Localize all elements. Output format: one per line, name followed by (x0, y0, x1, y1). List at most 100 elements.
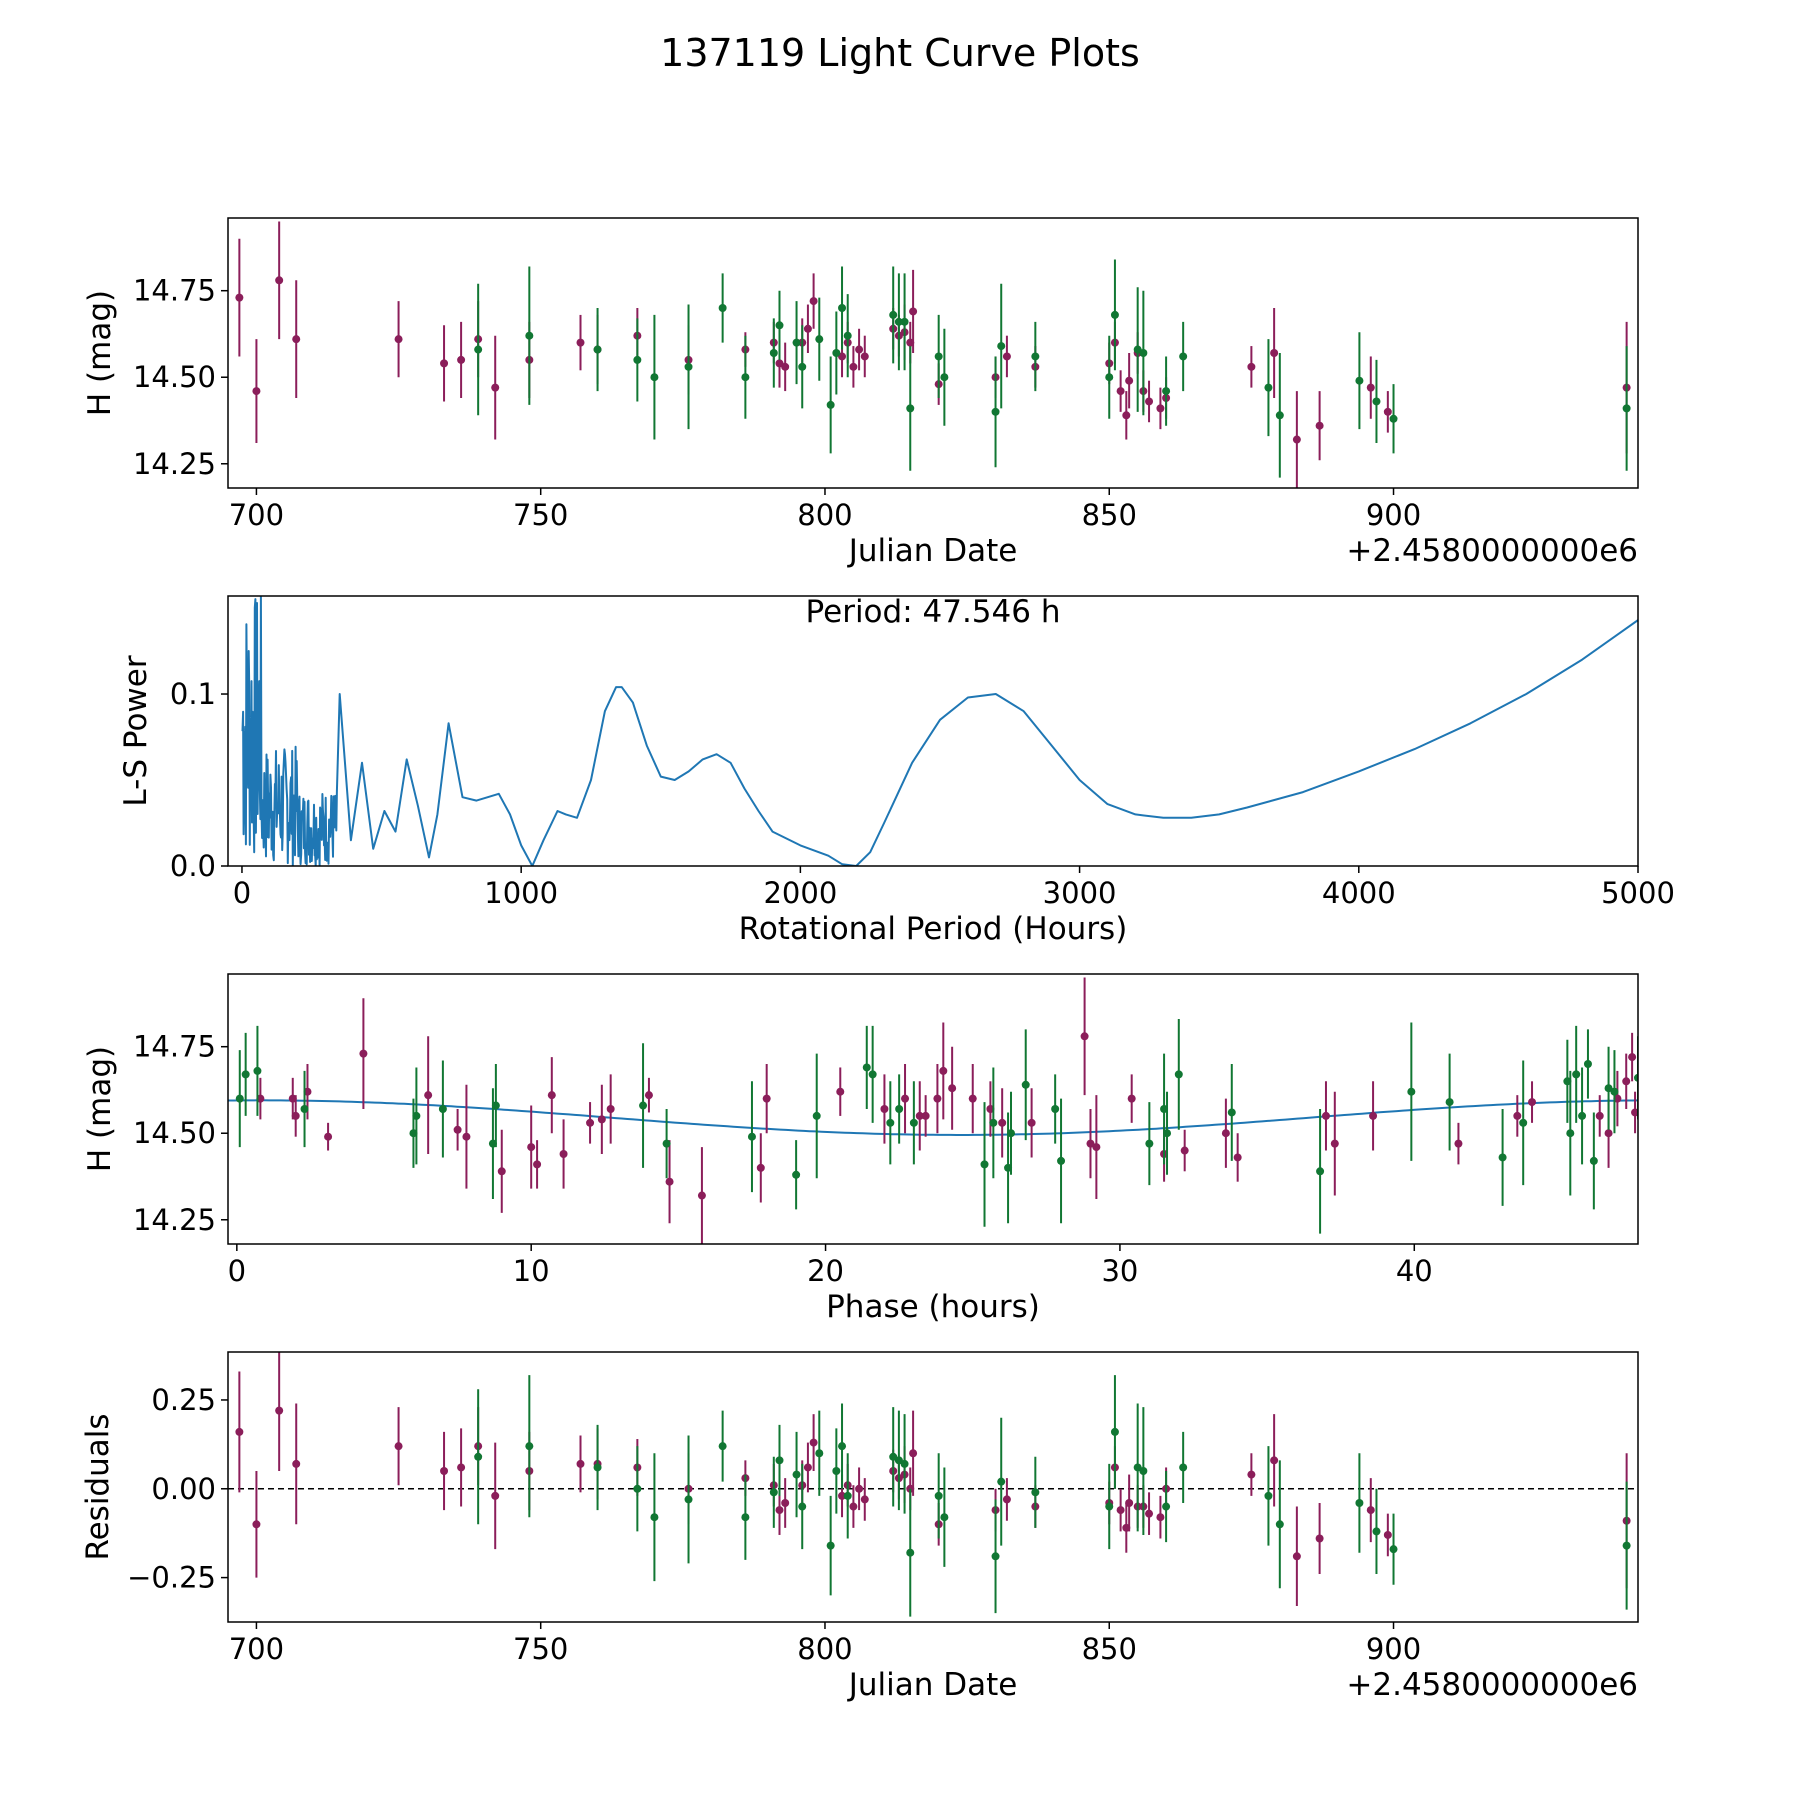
y-tick-label: 14.25 (133, 447, 216, 481)
x-tick-label: 40 (1396, 1254, 1433, 1288)
data-point (781, 362, 790, 371)
data-point (1366, 1506, 1375, 1515)
data-point (547, 1091, 556, 1100)
data-point (1315, 1534, 1324, 1543)
data-point (741, 1513, 750, 1522)
data-point (1002, 352, 1011, 361)
data-point (901, 1094, 910, 1103)
data-point (1116, 387, 1125, 396)
data-point (1321, 1111, 1330, 1120)
data-point (650, 1513, 659, 1522)
data-point (1247, 1470, 1256, 1479)
data-point (1021, 1080, 1030, 1089)
data-point (997, 342, 1006, 351)
x-tick-label: 20 (807, 1254, 844, 1288)
data-point (889, 310, 898, 319)
data-point (1634, 1073, 1638, 1082)
data-point (662, 1139, 671, 1148)
data-point (838, 1442, 847, 1451)
data-point (462, 1132, 471, 1141)
data-point (644, 1091, 653, 1100)
data-point (440, 359, 449, 368)
data-point (718, 304, 727, 312)
data-point (933, 1094, 942, 1103)
data-point (1372, 397, 1381, 406)
data-point (909, 307, 918, 316)
data-point (1247, 362, 1256, 371)
data-point (665, 1177, 674, 1186)
axes-frame (227, 217, 1639, 489)
data-point (457, 1463, 466, 1472)
data-point (1383, 1530, 1392, 1539)
data-point (1589, 1156, 1598, 1165)
plot-area-lightcurve (235, 221, 1631, 488)
plot-area-phase (228, 977, 1638, 1244)
data-point (1366, 383, 1375, 392)
data-point (1027, 1118, 1036, 1127)
data-point (1330, 1139, 1339, 1148)
data-point (1566, 1129, 1575, 1138)
data-point (533, 1160, 542, 1169)
data-point (1389, 1545, 1398, 1554)
data-point (1227, 1108, 1236, 1117)
data-point (940, 1513, 949, 1522)
data-point (1498, 1153, 1507, 1162)
data-point (491, 1101, 500, 1110)
data-point (826, 400, 835, 409)
y-tick-label: 14.75 (133, 274, 216, 308)
data-point (453, 1125, 462, 1134)
data-point (424, 1091, 433, 1100)
data-point (252, 1520, 261, 1529)
x-axis-label: Rotational Period (Hours) (739, 911, 1128, 947)
data-point (849, 362, 858, 371)
y-axis-label: H (mag) (82, 290, 118, 416)
data-point (1127, 1094, 1136, 1103)
data-point (394, 1442, 403, 1451)
data-point (1513, 1111, 1522, 1120)
data-point (809, 1438, 818, 1447)
data-point (1162, 1502, 1171, 1511)
data-point (1445, 1098, 1454, 1107)
data-point (1572, 1070, 1581, 1079)
y-axis-label: Residuals (80, 1413, 116, 1560)
data-point (756, 1163, 765, 1172)
panel-phase: 0 10 20 30 40 14.25 14.50 14.75 Phase (hours) H (… (82, 973, 1639, 1325)
data-point (1604, 1084, 1613, 1093)
data-point (1622, 404, 1631, 413)
data-point (803, 324, 812, 333)
data-point (1057, 1156, 1066, 1165)
plot-area-residuals (228, 1352, 1638, 1617)
data-point (1264, 1491, 1273, 1500)
data-point (843, 1491, 852, 1500)
data-point (909, 1118, 918, 1127)
data-point (1622, 1541, 1631, 1550)
data-point (1174, 1070, 1183, 1079)
data-point (991, 1552, 1000, 1561)
data-point (491, 1491, 500, 1500)
data-point (639, 1101, 648, 1110)
data-point (886, 1118, 895, 1127)
data-point (769, 349, 778, 357)
data-point (412, 1111, 421, 1120)
data-point (606, 1105, 615, 1113)
data-point (991, 407, 1000, 416)
data-point (718, 1442, 727, 1451)
data-point (275, 1406, 284, 1415)
data-point (762, 1094, 771, 1103)
data-point (894, 317, 903, 326)
data-point (1145, 397, 1154, 406)
data-point (1139, 349, 1148, 357)
data-point (980, 1160, 989, 1169)
data-point (359, 1049, 368, 1058)
data-point (1389, 414, 1398, 423)
x-axis-label: Julian Date (847, 1667, 1018, 1703)
x-tick-label: 2000 (763, 876, 837, 910)
data-point (235, 293, 244, 302)
data-point (1270, 349, 1279, 357)
data-point (803, 1463, 812, 1472)
series-green (474, 1375, 1631, 1617)
data-point (597, 1115, 606, 1124)
data-point (576, 1459, 585, 1468)
axes-frame (227, 595, 1639, 867)
